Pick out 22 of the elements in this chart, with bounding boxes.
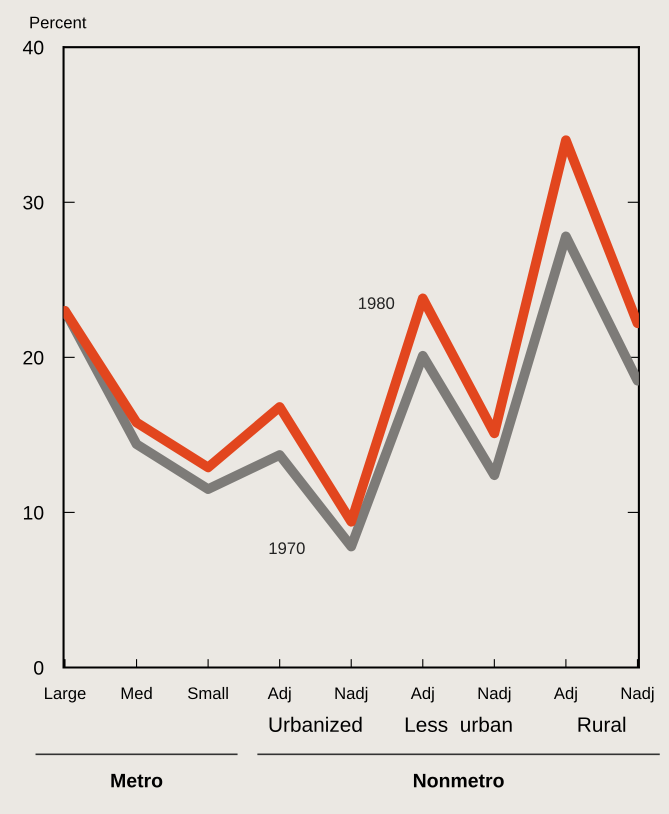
text: Rural bbox=[578, 716, 626, 732]
y-tick-label: 40 bbox=[22, 40, 44, 54]
x-tick-label: Nadj bbox=[622, 686, 654, 702]
x-tick-label: Large bbox=[45, 688, 86, 702]
y-tick-label: 0 bbox=[34, 660, 44, 675]
x-tick-label: Adj bbox=[268, 686, 291, 702]
text: Urbanized bbox=[270, 716, 362, 732]
text: 1970 bbox=[270, 542, 305, 554]
y-tick-label: 10 bbox=[24, 506, 44, 520]
y-tick-label: 30 bbox=[23, 196, 44, 210]
text: Metro bbox=[111, 774, 162, 788]
x-tick-label: Adj bbox=[554, 686, 577, 702]
x-tick-label: Med bbox=[122, 686, 152, 700]
y-tick-label: 20 bbox=[23, 350, 44, 365]
x-tick-label: Nadj bbox=[335, 686, 368, 702]
x-tick-label: Nadj bbox=[478, 686, 510, 702]
text: Less urban bbox=[406, 716, 512, 732]
y-axis-title: Percent bbox=[30, 16, 86, 28]
x-tick-label: Small bbox=[188, 686, 228, 700]
series-label: 1980 bbox=[359, 297, 394, 310]
x-tick-label: Adj bbox=[410, 686, 434, 702]
text: Nonmetro bbox=[414, 774, 504, 788]
